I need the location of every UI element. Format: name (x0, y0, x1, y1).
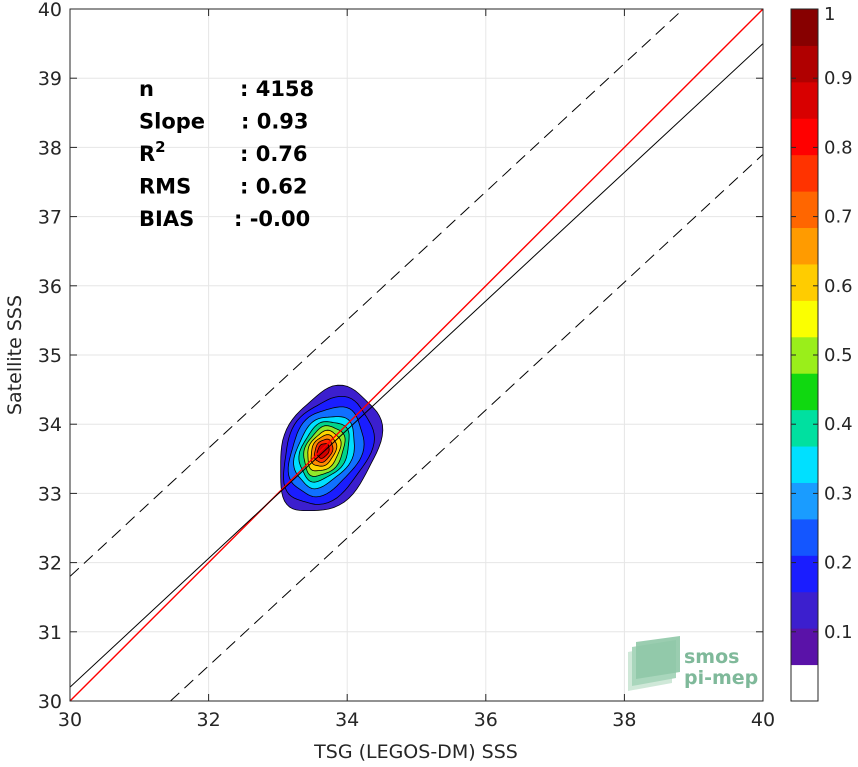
colorbar-tick-label: 0.9 (824, 68, 853, 89)
stat-label: n (139, 77, 154, 101)
colorbar-segment (791, 118, 818, 156)
x-tick-label: 36 (474, 709, 498, 731)
x-tick-label: 40 (751, 709, 775, 731)
y-tick-label: 36 (38, 276, 62, 298)
reference-line-upper-bound (70, 9, 684, 577)
colorbar-tick-label: 0.2 (824, 553, 853, 574)
logo: smos pi-mep (628, 636, 758, 691)
colorbar-ticks: 0.1 0.2 0.3 0.4 0.5 0.6 0.7 0.8 0.9 1 (791, 4, 853, 643)
reference-line-one-to-one (70, 9, 763, 701)
y-tick-label: 40 (38, 0, 62, 21)
stat-value: : 0.62 (240, 175, 308, 199)
x-tick-label: 30 (58, 709, 82, 731)
y-tick-label: 34 (38, 414, 62, 436)
y-axis-label: Satellite SSS (4, 295, 26, 415)
colorbar-tick-label: 0.6 (824, 276, 853, 297)
stat-label: BIAS (139, 207, 194, 231)
colorbar-tick-label: 0.7 (824, 207, 853, 228)
density-contours (280, 384, 384, 511)
stat-superscript: 2 (155, 138, 165, 156)
y-tick-label: 32 (38, 553, 62, 575)
logo-text-smos: smos (684, 646, 739, 668)
stat-label: RMS (139, 175, 191, 199)
stat-value: : 0.76 (240, 142, 308, 166)
colorbar (791, 9, 818, 702)
y-tick-label: 35 (38, 345, 62, 367)
colorbar-segment (791, 482, 818, 520)
colorbar-tick-label: 0.5 (824, 345, 853, 366)
stat-value: : -0.00 (234, 207, 310, 231)
colorbar-segment (791, 263, 818, 301)
colorbar-tick-label: 0.8 (824, 137, 853, 158)
colorbar-segment (791, 446, 818, 483)
y-tick-label: 38 (38, 137, 62, 159)
x-axis-ticks: 30 32 34 36 38 40 (58, 9, 775, 731)
colorbar-segment (791, 664, 818, 702)
colorbar-segment (791, 373, 818, 411)
colorbar-segment (791, 628, 818, 666)
colorbar-segment (791, 409, 818, 447)
colorbar-segment (791, 9, 818, 46)
colorbar-segment (791, 45, 818, 83)
colorbar-tick-label: 0.4 (824, 414, 853, 435)
colorbar-tick-label: 0.1 (824, 622, 853, 643)
y-tick-label: 31 (38, 622, 62, 644)
colorbar-segment (791, 154, 818, 192)
y-tick-label: 30 (38, 691, 62, 713)
y-axis-ticks: 30 31 32 33 34 35 36 37 38 39 40 (38, 0, 763, 713)
stat-value: : 4158 (240, 77, 314, 101)
x-tick-label: 34 (335, 709, 359, 731)
colorbar-segment (791, 591, 818, 629)
y-tick-label: 33 (38, 483, 62, 505)
colorbar-segment (791, 555, 818, 593)
logo-waves-icon (628, 636, 680, 691)
reference-lines (70, 9, 763, 701)
grid (70, 9, 763, 701)
logo-text-pi-mep: pi-mep (684, 667, 758, 689)
stat-label: Slope (139, 110, 205, 134)
reference-line-lower-bound (170, 153, 763, 701)
colorbar-segment (791, 300, 818, 338)
x-tick-label: 32 (197, 709, 221, 731)
x-axis-label: TSG (LEGOS-DM) SSS (313, 741, 518, 763)
colorbar-segment (791, 81, 818, 119)
colorbar-tick-label: 0.3 (824, 483, 853, 504)
stat-value: : 0.93 (241, 110, 309, 134)
reference-line-regression (70, 43, 763, 688)
y-tick-label: 39 (38, 68, 62, 90)
colorbar-segment (791, 518, 818, 556)
colorbar-segment (791, 191, 818, 229)
colorbar-segment (791, 227, 818, 265)
colorbar-tick-label: 1 (824, 4, 835, 25)
y-tick-label: 37 (38, 207, 62, 229)
x-tick-label: 38 (612, 709, 636, 731)
